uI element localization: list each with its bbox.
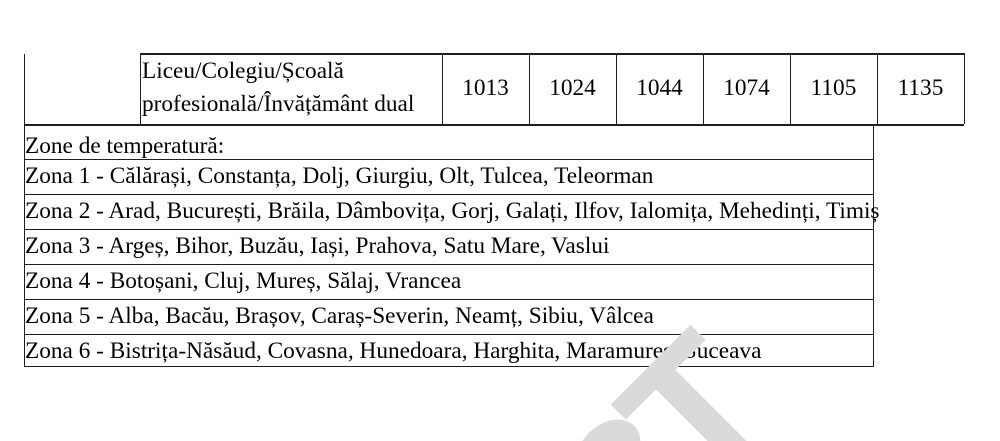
svg-text:T: T bbox=[579, 293, 814, 441]
